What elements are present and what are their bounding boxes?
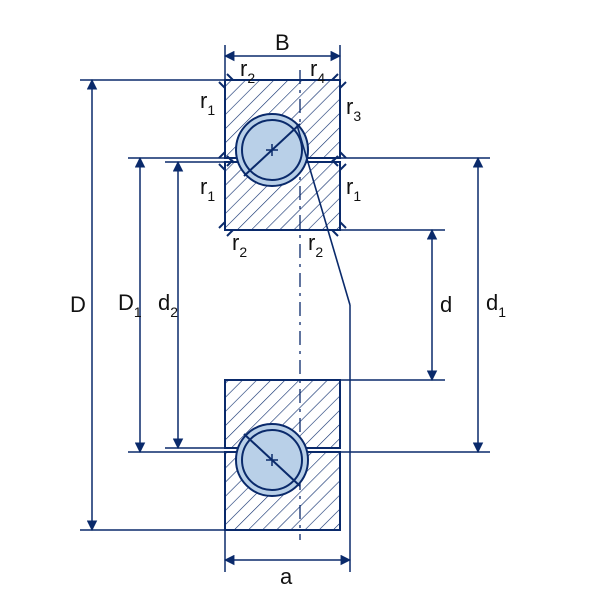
dim-d: d — [340, 230, 452, 380]
svg-text:r1: r1 — [346, 174, 361, 204]
svg-text:r2: r2 — [308, 230, 323, 260]
label-D: D — [70, 292, 86, 317]
svg-text:r3: r3 — [346, 94, 361, 124]
svg-text:d1: d1 — [486, 290, 506, 320]
label-d2: d — [158, 290, 170, 315]
label-a: a — [280, 564, 293, 589]
svg-text:r2: r2 — [232, 230, 247, 260]
dim-D: D — [70, 80, 225, 530]
svg-text:r1: r1 — [200, 174, 215, 204]
label-d: d — [440, 292, 452, 317]
dim-d2: d2 — [158, 162, 225, 448]
svg-text:d2: d2 — [158, 290, 178, 320]
label-B: B — [275, 30, 290, 55]
label-d1-main: d — [486, 290, 498, 315]
svg-text:D1: D1 — [118, 290, 142, 320]
bearing-diagram: B a D D1 d2 d d1 — [0, 0, 600, 600]
svg-text:r1: r1 — [200, 88, 215, 118]
label-D1: D — [118, 290, 134, 315]
dim-d1: d1 — [340, 158, 506, 452]
